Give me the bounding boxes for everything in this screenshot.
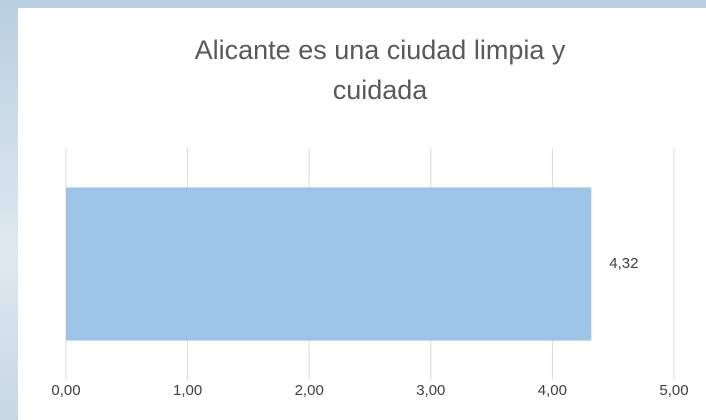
x-tick-label: 3,00 [416, 382, 445, 399]
x-tick-label: 2,00 [295, 382, 324, 399]
x-tick-label: 4,00 [538, 382, 567, 399]
value-label: 4,32 [609, 255, 638, 272]
x-tick-label: 1,00 [173, 382, 202, 399]
chart-title: Alicante es una ciudad limpia y cuidada [190, 30, 570, 110]
x-tick-label: 5,00 [659, 382, 688, 399]
page: 0,00 1,00 2,00 3,00 4,00 5,00 4,32 Alicante es… [0, 0, 706, 420]
x-tick-label: 0,00 [51, 382, 80, 399]
bar [66, 187, 591, 340]
